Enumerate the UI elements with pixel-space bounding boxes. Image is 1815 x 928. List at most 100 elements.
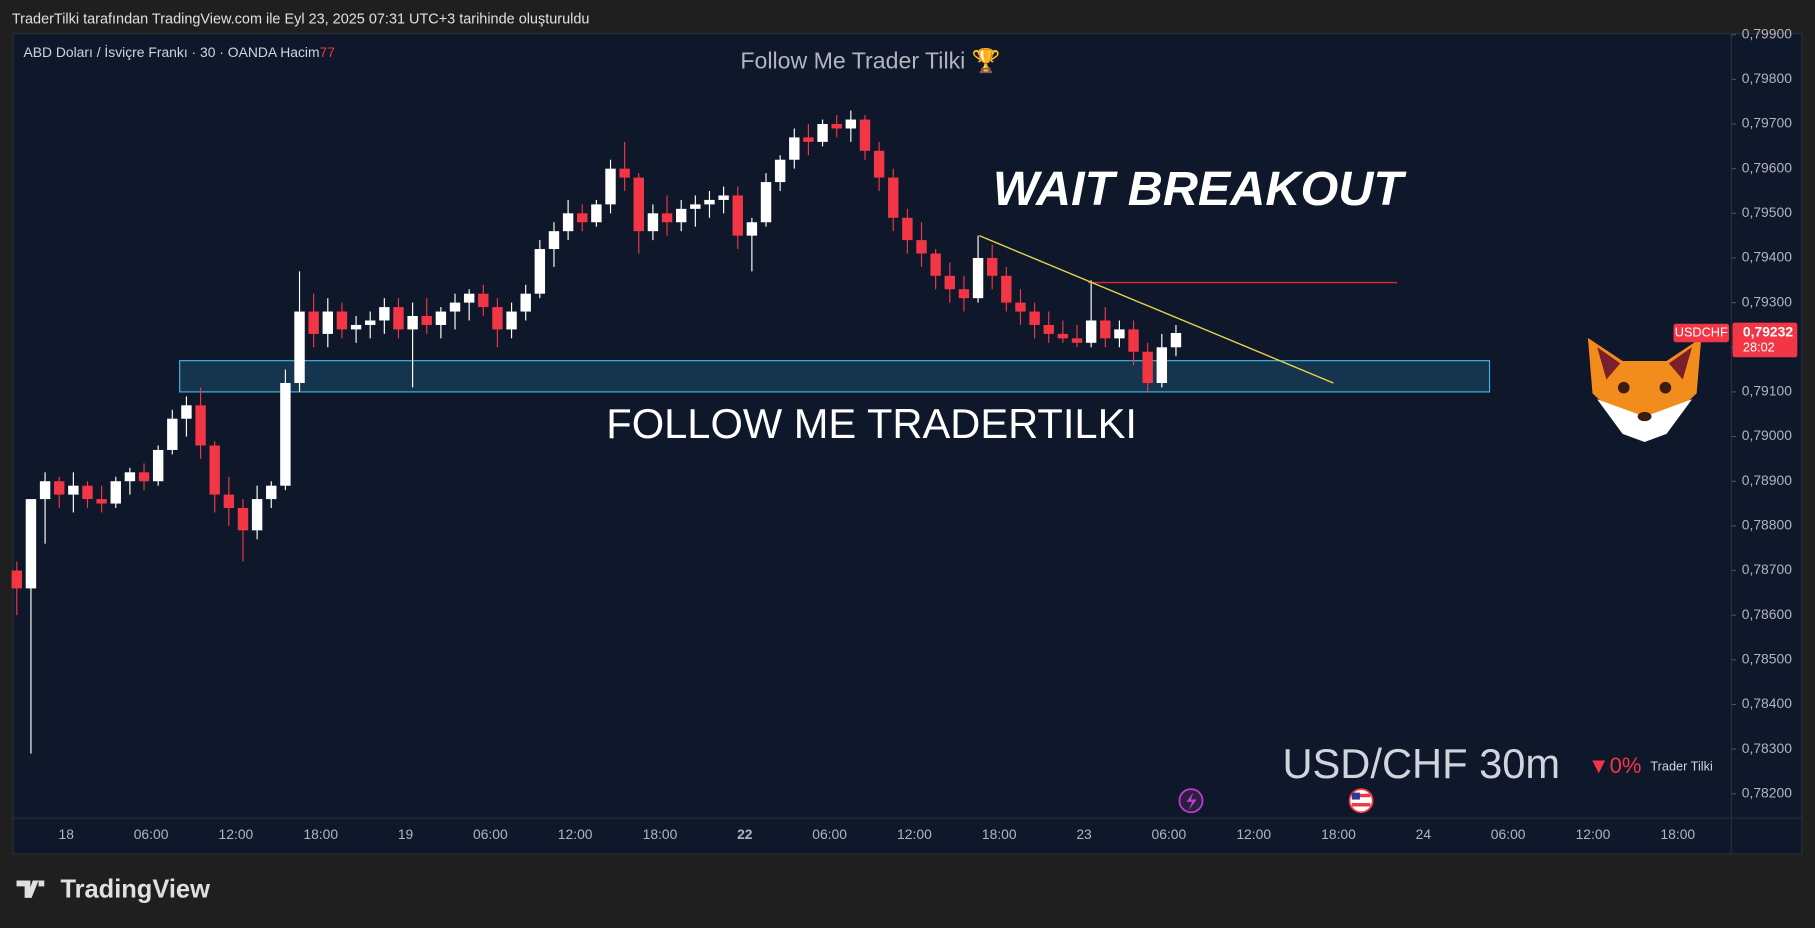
candle-body — [1085, 320, 1097, 343]
candle-body — [82, 485, 93, 500]
candle-body — [831, 124, 842, 129]
x-tick-label: 18:00 — [643, 826, 678, 842]
x-tick-label: 06:00 — [812, 826, 847, 842]
last-price-tag — [1732, 322, 1798, 358]
candle-body — [916, 240, 927, 254]
candle-body — [789, 137, 800, 160]
y-tick-label: 0,79000 — [1742, 427, 1792, 443]
symbol-tag — [1673, 323, 1730, 343]
candle-body — [11, 570, 23, 589]
tradingview-logo — [16, 880, 45, 898]
candle-body — [435, 311, 447, 325]
candle-body — [364, 320, 376, 325]
candle-body — [1128, 329, 1139, 352]
candle-body — [633, 177, 644, 232]
author: Trader Tilki — [1650, 759, 1712, 774]
candle-body — [478, 293, 489, 308]
symbol-label: USDCHF — [1675, 324, 1728, 339]
candle-body — [1170, 332, 1182, 348]
x-tick-label: 23 — [1076, 826, 1092, 842]
x-tick-label: 18 — [59, 826, 75, 842]
candle-body — [774, 159, 786, 183]
candle-body — [138, 472, 150, 482]
candle-body — [308, 311, 319, 334]
candle-body — [492, 307, 503, 330]
candle-body — [845, 119, 857, 129]
candle-body — [548, 231, 560, 250]
y-tick-label: 0,79400 — [1742, 249, 1792, 265]
candle-body — [1142, 351, 1153, 383]
x-tick-label: 06:00 — [473, 826, 508, 842]
candle-body — [124, 472, 136, 482]
candle-body — [223, 494, 235, 509]
x-tick-label: 12:00 — [897, 826, 932, 842]
x-tick-label: 19 — [398, 826, 414, 842]
candle-body — [266, 485, 277, 500]
candle-body — [591, 204, 602, 223]
candle-body — [534, 249, 546, 294]
y-tick-label: 0,79500 — [1742, 204, 1792, 220]
x-tick-label: 06:00 — [1152, 826, 1187, 842]
candle-body — [732, 195, 743, 236]
candle-body — [817, 124, 828, 142]
change: ▼0% — [1588, 753, 1642, 778]
candle-body — [350, 324, 362, 330]
support-zone — [179, 360, 1491, 393]
x-tick-label: 22 — [737, 826, 753, 842]
x-tick-label: 18:00 — [1660, 826, 1695, 842]
candle-body — [1001, 275, 1012, 303]
x-tick-label: 12:00 — [1236, 826, 1271, 842]
candle-body — [1071, 338, 1083, 343]
candle-body — [647, 213, 659, 232]
y-tick-label: 0,78800 — [1742, 517, 1792, 533]
candle-body — [251, 499, 263, 531]
candle-body — [463, 293, 475, 303]
annotation-follow: FOLLOW ME TRADERTILKI — [606, 400, 1137, 447]
candle-body — [690, 204, 701, 209]
candle-body — [605, 168, 616, 205]
candle-body — [322, 311, 334, 334]
trendline — [978, 235, 1334, 384]
candle-body — [619, 168, 630, 178]
y-tick-label: 0,79300 — [1742, 293, 1792, 309]
candle-body — [393, 307, 404, 330]
candle-body — [859, 119, 871, 151]
candle-body — [1015, 302, 1026, 312]
y-tick-label: 0,78600 — [1742, 606, 1792, 622]
candle-body — [195, 405, 206, 446]
candle-body — [944, 275, 955, 290]
candle-body — [110, 481, 121, 504]
y-tick-label: 0,79700 — [1742, 115, 1792, 131]
y-tick-label: 0,78700 — [1742, 561, 1792, 577]
candle-body — [675, 208, 687, 223]
candle-body — [746, 222, 758, 236]
y-tick-label: 0,78300 — [1742, 740, 1792, 756]
annotation-wait: WAIT BREAKOUT — [993, 162, 1408, 216]
candle-body — [39, 481, 51, 500]
x-tick-label: 18:00 — [1321, 826, 1356, 842]
candle-body — [379, 307, 390, 321]
watermark: USD/CHF 30m — [1282, 740, 1560, 787]
candle-body — [986, 257, 998, 276]
candle-body — [760, 182, 772, 223]
chart-title: Follow Me Trader Tilki 🏆 — [740, 48, 1000, 75]
candle-body — [294, 311, 305, 383]
candle-body — [237, 508, 249, 531]
candle-body — [96, 499, 107, 504]
x-tick-label: 06:00 — [1491, 826, 1526, 842]
last-price-label: 0,79232 — [1743, 324, 1793, 340]
candle-body — [336, 311, 348, 330]
event-icons — [1178, 788, 1374, 814]
symbol-title: ABD Doları / İsviçre Frankı · 30 · OANDA… — [23, 43, 319, 60]
chart-pane — [12, 32, 1803, 855]
x-tick-label: 12:00 — [558, 826, 593, 842]
candle-body — [1029, 311, 1040, 325]
x-tick-label: 12:00 — [219, 826, 254, 842]
candle-body — [577, 213, 588, 223]
y-tick-label: 0,79100 — [1742, 383, 1792, 399]
y-tick-label: 0,79600 — [1742, 159, 1792, 175]
candle-body — [280, 382, 291, 486]
y-tick-label: 0,78500 — [1742, 651, 1792, 667]
candle-body — [704, 199, 715, 205]
y-tick-label: 0,79900 — [1742, 25, 1792, 41]
